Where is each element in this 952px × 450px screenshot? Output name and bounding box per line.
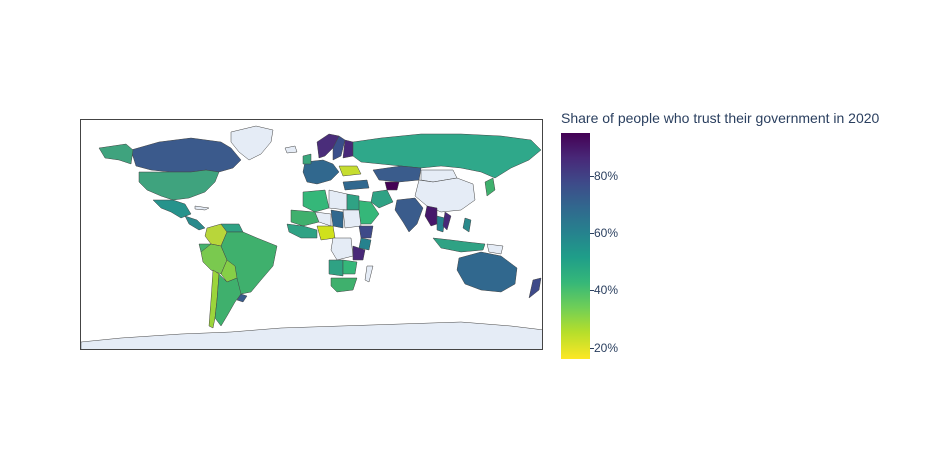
country-sweden[interactable] bbox=[332, 135, 346, 161]
country-egypt[interactable] bbox=[346, 193, 360, 211]
world-map[interactable] bbox=[80, 119, 543, 350]
country-greenland[interactable] bbox=[230, 125, 274, 161]
country-indonesia[interactable] bbox=[432, 237, 486, 253]
country-uzbekistan[interactable] bbox=[384, 181, 400, 191]
region-western-europe[interactable] bbox=[302, 159, 340, 185]
country-iceland[interactable] bbox=[284, 145, 298, 154]
colorbar-tick-label: 60% bbox=[594, 226, 619, 241]
country-cuba[interactable] bbox=[194, 205, 210, 211]
country-turkey[interactable] bbox=[342, 179, 370, 191]
country-china[interactable] bbox=[414, 177, 476, 213]
country-angola[interactable] bbox=[328, 259, 344, 277]
country-united-states[interactable] bbox=[138, 169, 220, 201]
country-nigeria[interactable] bbox=[316, 225, 336, 241]
country-algeria[interactable] bbox=[302, 189, 330, 213]
country-russia[interactable] bbox=[352, 133, 542, 179]
country-new-zealand[interactable] bbox=[528, 277, 542, 299]
country-papua-new-guinea[interactable] bbox=[486, 243, 504, 255]
country-south-africa[interactable] bbox=[330, 277, 358, 293]
colorbar-title: Share of people who trust their governme… bbox=[561, 110, 880, 126]
country-thailand[interactable] bbox=[436, 215, 446, 233]
colorbar-tick-mark bbox=[590, 347, 594, 349]
country-iran[interactable] bbox=[370, 189, 394, 209]
country-uk[interactable] bbox=[302, 153, 312, 165]
region-west-africa-coast[interactable] bbox=[286, 223, 318, 239]
country-sudan[interactable] bbox=[342, 209, 362, 229]
world-map-canvas bbox=[81, 125, 542, 349]
region-central-america[interactable] bbox=[184, 215, 206, 231]
country-ethiopia[interactable] bbox=[358, 225, 374, 239]
country-uruguay[interactable] bbox=[236, 293, 248, 303]
country-tanzania[interactable] bbox=[352, 245, 366, 261]
colorbar-tick-label: 20% bbox=[594, 340, 619, 355]
country-japan[interactable] bbox=[484, 177, 496, 197]
country-india[interactable] bbox=[394, 197, 424, 233]
country-philippines[interactable] bbox=[462, 217, 472, 233]
colorbar-tick-label: 40% bbox=[594, 283, 619, 298]
country-zambia[interactable] bbox=[342, 259, 358, 275]
country-australia[interactable] bbox=[456, 251, 518, 293]
country-dr-congo[interactable] bbox=[330, 237, 354, 261]
colorbar bbox=[561, 133, 590, 359]
country-argentina[interactable] bbox=[214, 273, 242, 327]
country-mexico[interactable] bbox=[152, 199, 192, 219]
colorbar-tick-label: 80% bbox=[594, 168, 619, 183]
country-chad[interactable] bbox=[330, 209, 344, 229]
country-libya[interactable] bbox=[328, 189, 348, 211]
country-myanmar[interactable] bbox=[424, 205, 438, 227]
country-kenya[interactable] bbox=[358, 237, 372, 251]
country-vietnam[interactable] bbox=[442, 211, 452, 231]
colorbar-tick-mark bbox=[590, 175, 594, 177]
country-alaska[interactable] bbox=[98, 143, 134, 165]
colorbar-tick-mark bbox=[590, 290, 594, 292]
country-finland[interactable] bbox=[342, 139, 354, 159]
country-madagascar[interactable] bbox=[364, 265, 374, 283]
country-mali[interactable] bbox=[290, 209, 320, 227]
colorbar-tick-mark bbox=[590, 233, 594, 235]
country-ukraine[interactable] bbox=[338, 165, 362, 177]
region-antarctica bbox=[81, 321, 542, 349]
country-canada[interactable] bbox=[130, 137, 242, 173]
country-kazakhstan[interactable] bbox=[372, 165, 422, 183]
